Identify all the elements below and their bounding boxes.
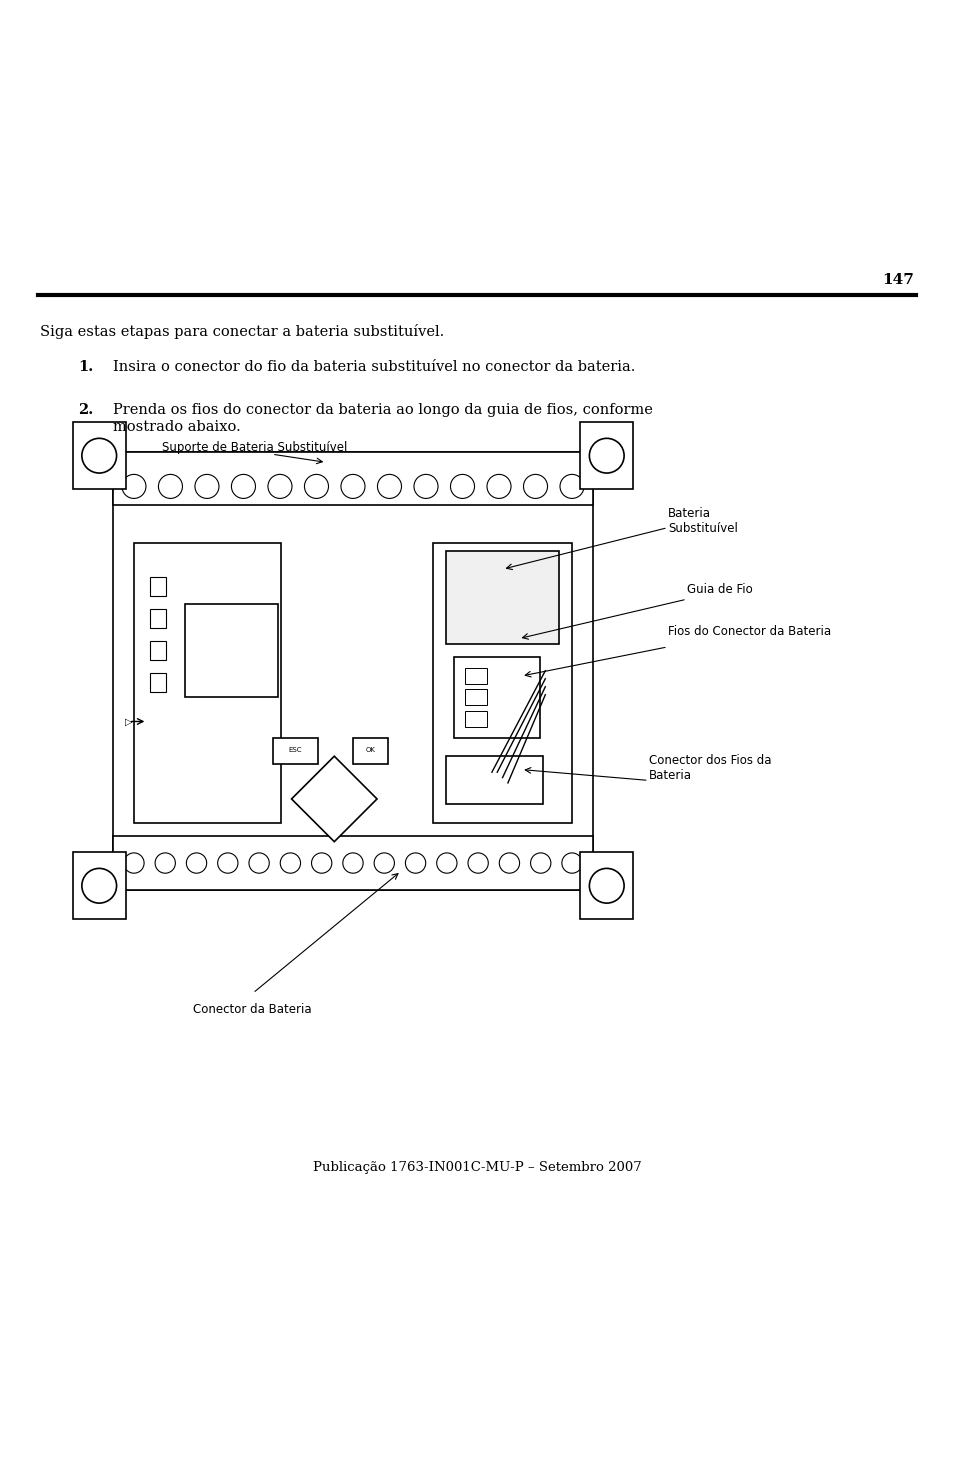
Circle shape [498,853,519,873]
Circle shape [342,853,363,873]
Circle shape [268,475,292,499]
Bar [446,550,558,645]
Bar [72,422,126,490]
Bar [150,609,166,628]
Bar [579,422,633,490]
Text: 2.: 2. [78,403,93,416]
Text: Insira o conector do fio da bateria substituível no conector da bateria.: Insira o conector do fio da bateria subs… [112,360,635,373]
Circle shape [530,853,550,873]
Circle shape [468,853,488,873]
Text: Prenda os fios do conector da bateria ao longo da guia de fios, conforme: Prenda os fios do conector da bateria ao… [112,403,652,416]
Text: Guia de Fio: Guia de Fio [686,583,752,596]
Circle shape [486,475,511,499]
Text: ESC: ESC [289,746,302,752]
Circle shape [377,475,401,499]
Bar [72,853,126,919]
Circle shape [194,475,219,499]
Circle shape [589,869,623,903]
Circle shape [82,438,116,473]
Bar [150,642,166,659]
Bar [579,853,633,919]
Circle shape [561,853,581,873]
Circle shape [450,475,474,499]
Text: OK: OK [365,746,375,752]
Circle shape [374,853,394,873]
Text: 147: 147 [882,273,913,288]
Text: Conector dos Fios da
Bateria: Conector dos Fios da Bateria [648,754,770,782]
Bar [465,711,486,727]
Text: Publicação 1763-IN001C-MU-P – Setembro 2007: Publicação 1763-IN001C-MU-P – Setembro 2… [313,1161,640,1174]
Bar [150,577,166,596]
Bar [465,668,486,684]
Circle shape [217,853,237,873]
Bar [112,451,593,504]
Circle shape [280,853,300,873]
Circle shape [312,853,332,873]
Circle shape [405,853,425,873]
Bar [185,603,278,698]
Circle shape [304,475,328,499]
Bar [465,689,486,705]
Bar [112,836,593,889]
Circle shape [232,475,255,499]
Circle shape [124,853,144,873]
Text: mostrado abaixo.: mostrado abaixo. [112,420,240,434]
Circle shape [436,853,456,873]
Bar [150,674,166,692]
Circle shape [122,475,146,499]
Circle shape [158,475,182,499]
Bar [446,757,542,804]
Text: Suporte de Bateria Substituível: Suporte de Bateria Substituível [162,441,347,454]
Text: Fios do Conector da Bateria: Fios do Conector da Bateria [667,625,830,637]
Circle shape [249,853,269,873]
Bar [133,543,280,823]
Text: 1.: 1. [78,360,93,373]
Bar [273,738,318,764]
Bar [433,543,572,823]
Circle shape [523,475,547,499]
Text: Bateria
Substituível: Bateria Substituível [667,506,737,534]
Circle shape [186,853,207,873]
Circle shape [589,438,623,473]
Circle shape [155,853,175,873]
Text: ▷: ▷ [125,717,132,727]
Bar [454,658,539,738]
Circle shape [340,475,365,499]
Text: Siga estas etapas para conectar a bateria substituível.: Siga estas etapas para conectar a bateri… [40,324,444,339]
Circle shape [414,475,437,499]
Bar [353,738,387,764]
Text: Conector da Bateria: Conector da Bateria [193,1003,312,1016]
Circle shape [82,869,116,903]
Bar [112,451,593,889]
Circle shape [559,475,583,499]
Polygon shape [292,757,376,842]
